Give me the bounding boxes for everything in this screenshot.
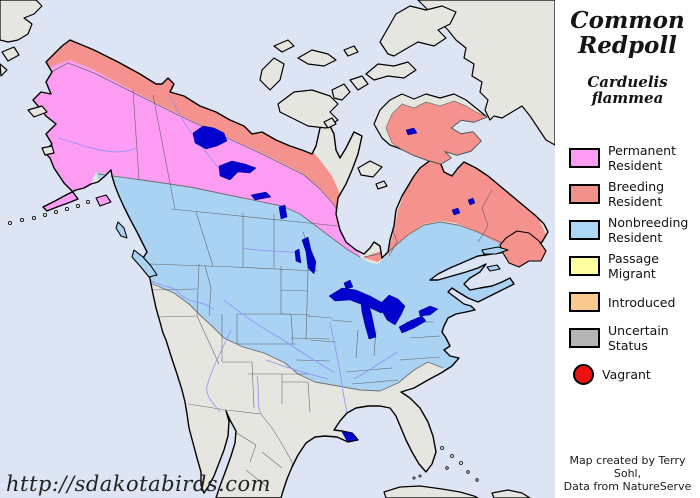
legend-item-permanent-resident: Permanent Resident — [569, 143, 700, 173]
southampton-island — [357, 160, 383, 178]
anticosti-island — [481, 246, 509, 255]
legend-label: Nonbreeding Resident — [608, 215, 689, 245]
watermark-url: http://sdakotabirds.com — [6, 472, 272, 496]
legend-label: Introduced — [608, 294, 676, 310]
permanent-resident-range — [33, 60, 362, 257]
greenland — [417, 0, 555, 146]
prince-edward-island — [486, 264, 501, 272]
nonbreeding-resident-range — [96, 172, 548, 391]
small-islands — [7, 199, 479, 482]
st-lawrence-island — [27, 105, 48, 118]
mississippi-delta — [341, 431, 359, 442]
lake-ontario — [418, 305, 439, 317]
hispaniola — [491, 489, 531, 498]
species-title-line1: Common — [570, 7, 685, 34]
lake-winnipeg — [301, 236, 317, 275]
legend-item-uncertain-status: Uncertain Status — [569, 323, 700, 353]
rivers — [57, 95, 398, 433]
scientific-name-line1: Carduelis — [587, 73, 668, 91]
map-legend: Permanent Resident Breeding Resident Non… — [555, 143, 700, 395]
lake-michigan — [360, 299, 377, 340]
lakes — [192, 125, 476, 442]
species-title-line2: Redpoll — [578, 32, 677, 59]
great-bear-lake — [192, 125, 228, 150]
uncertain-status-swatch — [569, 328, 600, 348]
baffin-island-breeding-range — [385, 100, 488, 165]
reindeer-lake — [278, 204, 288, 220]
attribution-line2: Data from NatureServe — [563, 480, 692, 493]
coastal-islands — [95, 194, 547, 278]
breeding-resident-swatch — [569, 184, 600, 204]
vancouver-island — [131, 249, 158, 278]
legend-item-passage-migrant: Passage Migrant — [569, 251, 700, 281]
cuba — [383, 485, 479, 498]
legend-label: Vagrant — [602, 366, 651, 382]
legend-item-vagrant: Vagrant — [569, 359, 700, 389]
legend-label: Permanent Resident — [608, 143, 676, 173]
victoria-island — [277, 89, 339, 129]
legend-label: Passage Migrant — [608, 251, 659, 281]
species-title: Common Redpoll — [555, 8, 700, 58]
arctic-islands-and-landmasses — [0, 0, 555, 498]
map-canvas — [0, 0, 555, 498]
melville-island — [297, 49, 337, 67]
legend-label: Uncertain Status — [608, 323, 669, 353]
scientific-name: Carduelis flammea — [555, 74, 700, 106]
introduced-swatch — [569, 292, 600, 312]
permanent-resident-swatch — [569, 148, 600, 168]
lake-athabasca — [250, 191, 272, 201]
scientific-name-line2: flammea — [591, 89, 664, 107]
map-attribution: Map created by Terry Sohl, Data from Nat… — [555, 454, 700, 493]
passage-migrant-swatch — [569, 256, 600, 276]
nonbreeding-resident-swatch — [569, 220, 600, 240]
nunivak-island — [41, 145, 55, 156]
kodiak-island — [95, 194, 112, 207]
legend-label: Breeding Resident — [608, 179, 665, 209]
coastline — [32, 39, 549, 498]
siberia — [0, 0, 43, 43]
legend-sidebar: Common Redpoll Carduelis flammea Permane… — [555, 0, 700, 498]
vagrant-dot-icon — [573, 363, 594, 385]
north-america-range-map: http://sdakotabirds.com — [0, 0, 555, 498]
ellesmere-island — [379, 5, 457, 57]
legend-item-introduced: Introduced — [569, 287, 700, 317]
great-slave-lake — [218, 160, 257, 181]
legend-item-breeding-resident: Breeding Resident — [569, 179, 700, 209]
lake-huron — [380, 294, 406, 326]
attribution-line1: Map created by Terry Sohl, — [569, 454, 686, 480]
banks-island — [259, 57, 285, 91]
legend-item-nonbreeding-resident: Nonbreeding Resident — [569, 215, 700, 245]
lake-erie — [398, 315, 427, 334]
haida-gwaii — [115, 221, 128, 239]
devon-island — [365, 61, 417, 81]
